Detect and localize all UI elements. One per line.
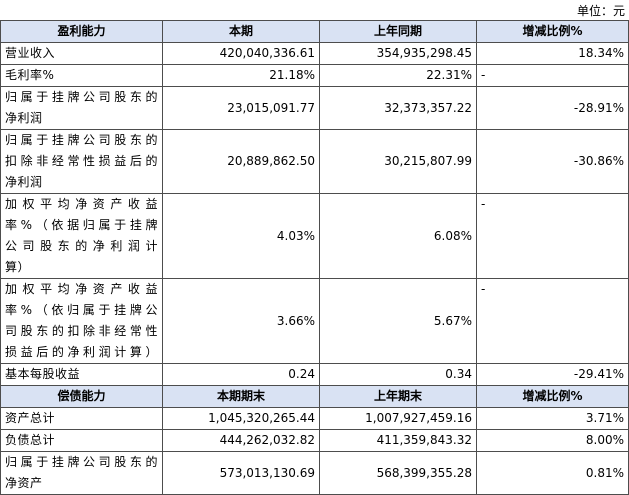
label-line: 算） xyxy=(5,260,31,274)
prior-value: 354,935,298.45 xyxy=(319,42,477,65)
table-row: 负债总计 444,262,032.82 411,359,843.32 8.00% xyxy=(0,429,629,452)
row-label: 加权平均净资产收益 率%（依归属于挂牌公 司股东的扣除非经常性 损益后的净利润计… xyxy=(0,278,163,364)
label-line: 归属于挂牌公司股东的 xyxy=(5,455,158,469)
prior-value: 30,215,807.99 xyxy=(319,129,477,194)
label-line: 净资产 xyxy=(5,476,43,490)
unit-label: 单位：元 xyxy=(576,4,625,18)
row-label: 资产总计 xyxy=(0,407,163,430)
row-label: 基本每股收益 xyxy=(0,363,163,386)
label-line: 扣除非经常性损益后的 xyxy=(5,154,158,168)
table-row: 归属于挂牌公司股东的 净资产 573,013,130.69 568,399,35… xyxy=(0,451,629,495)
current-value: 3.66% xyxy=(162,278,320,364)
prior-value: 22.31% xyxy=(319,64,477,87)
label-line: 率%（依据归属于挂牌 xyxy=(5,218,158,232)
prior-value: 5.67% xyxy=(319,278,477,364)
change-value: - xyxy=(476,64,629,87)
current-value: 23,015,091.77 xyxy=(162,86,320,130)
label-line: 归属于挂牌公司股东的 xyxy=(5,90,158,104)
financial-table: 盈利能力 本期 上年同期 增减比例% 营业收入 420,040,336.61 3… xyxy=(0,20,629,495)
label-line: 加权平均净资产收益 xyxy=(5,282,158,296)
current-value: 444,262,032.82 xyxy=(162,429,320,452)
prior-value: 6.08% xyxy=(319,193,477,279)
row-label: 归属于挂牌公司股东的 净利润 xyxy=(0,86,163,130)
header-period-end: 本期期末 xyxy=(162,385,320,408)
table-row: 毛利率% 21.18% 22.31% - xyxy=(0,64,629,87)
change-value: -29.41% xyxy=(476,363,629,386)
table-row: 归属于挂牌公司股东的 净利润 23,015,091.77 32,373,357.… xyxy=(0,86,629,130)
row-label: 营业收入 xyxy=(0,42,163,65)
table-row: 资产总计 1,045,320,265.44 1,007,927,459.16 3… xyxy=(0,407,629,430)
header-change-pct: 增减比例% xyxy=(476,385,629,408)
change-value: -30.86% xyxy=(476,129,629,194)
change-value: - xyxy=(476,193,629,279)
table-row: 基本每股收益 0.24 0.34 -29.41% xyxy=(0,363,629,386)
prior-value: 1,007,927,459.16 xyxy=(319,407,477,430)
label-line: 归属于挂牌公司股东的 xyxy=(5,133,158,147)
section2-header-row: 偿债能力 本期期末 上年期末 增减比例% xyxy=(0,385,629,408)
prior-value: 411,359,843.32 xyxy=(319,429,477,452)
prior-value: 568,399,355.28 xyxy=(319,451,477,495)
current-value: 1,045,320,265.44 xyxy=(162,407,320,430)
row-label: 毛利率% xyxy=(0,64,163,87)
table-row: 营业收入 420,040,336.61 354,935,298.45 18.34… xyxy=(0,42,629,65)
change-value: 18.34% xyxy=(476,42,629,65)
label-line: 净利润 xyxy=(5,175,43,189)
current-value: 0.24 xyxy=(162,363,320,386)
table-row: 加权平均净资产收益 率%（依归属于挂牌公 司股东的扣除非经常性 损益后的净利润计… xyxy=(0,278,629,364)
current-value: 21.18% xyxy=(162,64,320,87)
change-value: - xyxy=(476,278,629,364)
header-current-period: 本期 xyxy=(162,20,320,43)
change-value: 0.81% xyxy=(476,451,629,495)
header-solvency: 偿债能力 xyxy=(0,385,163,408)
label-line: 损益后的净利润计算） xyxy=(5,345,158,359)
header-profitability: 盈利能力 xyxy=(0,20,163,43)
header-prior-period: 上年同期 xyxy=(319,20,477,43)
label-line: 公司股东的净利润计 xyxy=(5,239,158,253)
row-label: 归属于挂牌公司股东的 净资产 xyxy=(0,451,163,495)
row-label: 负债总计 xyxy=(0,429,163,452)
row-label: 加权平均净资产收益 率%（依据归属于挂牌 公司股东的净利润计 算） xyxy=(0,193,163,279)
table-row: 归属于挂牌公司股东的 扣除非经常性损益后的 净利润 20,889,862.50 … xyxy=(0,129,629,194)
prior-value: 32,373,357.22 xyxy=(319,86,477,130)
label-line: 司股东的扣除非经常性 xyxy=(5,324,158,338)
prior-value: 0.34 xyxy=(319,363,477,386)
label-line: 净利润 xyxy=(5,111,43,125)
current-value: 4.03% xyxy=(162,193,320,279)
table-row: 加权平均净资产收益 率%（依据归属于挂牌 公司股东的净利润计 算） 4.03% … xyxy=(0,193,629,279)
label-line: 加权平均净资产收益 xyxy=(5,197,158,211)
section1-header-row: 盈利能力 本期 上年同期 增减比例% xyxy=(0,20,629,43)
current-value: 420,040,336.61 xyxy=(162,42,320,65)
change-value: 8.00% xyxy=(476,429,629,452)
change-value: 3.71% xyxy=(476,407,629,430)
header-prior-year-end: 上年期末 xyxy=(319,385,477,408)
change-value: -28.91% xyxy=(476,86,629,130)
row-label: 归属于挂牌公司股东的 扣除非经常性损益后的 净利润 xyxy=(0,129,163,194)
current-value: 20,889,862.50 xyxy=(162,129,320,194)
header-change-pct: 增减比例% xyxy=(476,20,629,43)
label-line: 率%（依归属于挂牌公 xyxy=(5,303,158,317)
current-value: 573,013,130.69 xyxy=(162,451,320,495)
